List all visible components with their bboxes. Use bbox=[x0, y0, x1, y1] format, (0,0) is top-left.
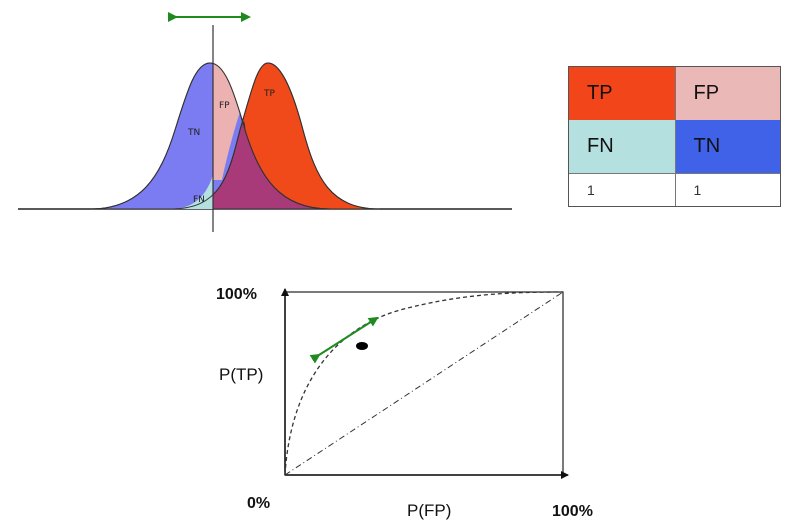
tn-label: TN bbox=[187, 128, 200, 138]
roc-plot: 100% P(TP) 0% P(FP) 100% bbox=[216, 286, 593, 520]
matrix-cell-tp: TP bbox=[569, 67, 675, 120]
confusion-matrix: TP FP FN TN 1 1 bbox=[568, 66, 781, 207]
random-classifier-diagonal bbox=[284, 291, 564, 476]
matrix-cell-fp: FP bbox=[674, 67, 780, 120]
operating-point[interactable] bbox=[356, 342, 368, 350]
y-axis-top-label: 100% bbox=[216, 286, 257, 303]
matrix-cell-total-left: 1 bbox=[569, 173, 675, 206]
distribution-diagram: TN FN FP TP bbox=[18, 12, 512, 232]
roc-curve bbox=[284, 291, 564, 476]
positive-curve-outline bbox=[169, 62, 381, 210]
fn-region bbox=[170, 175, 213, 209]
y-axis-label: P(TP) bbox=[219, 365, 263, 384]
matrix-cell-tn: TN bbox=[674, 120, 780, 173]
operating-point-shift-arrow bbox=[309, 316, 379, 364]
x-axis-origin-label: 0% bbox=[247, 495, 270, 512]
fp-label: FP bbox=[219, 101, 230, 111]
x-axis-right-label: 100% bbox=[552, 503, 593, 520]
fn-label: FN bbox=[193, 195, 205, 205]
x-axis-label: P(FP) bbox=[407, 501, 451, 520]
matrix-cell-fn: FN bbox=[569, 120, 675, 173]
negative-curve-outline bbox=[89, 62, 331, 210]
matrix-cell-total-right: 1 bbox=[674, 173, 780, 206]
tp-label: TP bbox=[263, 89, 275, 99]
